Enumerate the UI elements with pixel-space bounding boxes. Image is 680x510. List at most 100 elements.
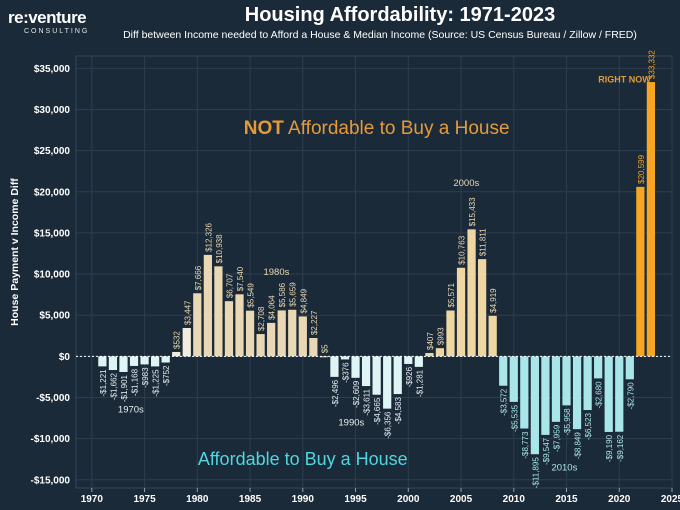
bar-1999 (393, 356, 402, 395)
value-label-1998: -$6,356 (384, 411, 393, 439)
value-label-2018: -$2,680 (595, 381, 604, 409)
bar-1995 (351, 356, 360, 378)
y-tick-label: $20,000 (34, 187, 71, 198)
bar-2015 (562, 356, 571, 406)
bar-2018 (594, 356, 603, 379)
bar-2006 (467, 229, 476, 357)
y-axis-label: House Payment v Income Diff (9, 178, 21, 326)
decade-label-2000s: 2000s (453, 178, 479, 189)
chart-title: Housing Affordability: 1971-2023 (244, 4, 556, 26)
value-label-2019: -$9,190 (605, 434, 614, 462)
value-label-2008: $4,919 (489, 288, 498, 313)
chart-subtitle: Diff between Income needed to Afford a H… (123, 29, 637, 41)
x-tick-label: 2020 (608, 494, 631, 505)
value-label-2006: $15,433 (468, 197, 477, 226)
bar-1984 (235, 294, 244, 357)
x-tick-label: 2015 (555, 494, 578, 505)
value-label-1985: $5,549 (247, 283, 256, 308)
value-label-2004: $5,571 (447, 282, 456, 307)
y-tick-label: -$10,000 (31, 434, 71, 445)
annotation-right-now: RIGHT NOW (598, 74, 651, 84)
y-tick-label: $15,000 (34, 228, 71, 239)
value-label-1997: -$4,665 (373, 397, 382, 425)
value-label-2001: -$1,281 (415, 369, 424, 397)
value-label-1981: $12,326 (204, 222, 213, 251)
bar-1975 (140, 356, 149, 365)
value-label-1992: $5 (320, 344, 329, 353)
value-label-2009: -$3,572 (500, 388, 509, 416)
value-label-2014: -$7,959 (552, 424, 561, 452)
bar-2007 (478, 259, 487, 357)
bar-1982 (214, 266, 223, 357)
bar-2010 (509, 356, 518, 402)
bar-2022 (636, 186, 645, 357)
bar-2011 (520, 356, 529, 429)
value-label-1983: $6,707 (225, 273, 234, 298)
value-label-1976: -$1,225 (152, 369, 161, 397)
value-label-2016: -$8,849 (574, 432, 583, 460)
x-tick-label: 1970 (81, 494, 104, 505)
bar-1972 (108, 356, 118, 371)
y-tick-label: -$5,000 (36, 393, 70, 404)
value-label-2017: -$6,523 (584, 412, 593, 440)
value-label-2020: -$9,162 (616, 434, 625, 462)
bar-1987 (267, 322, 276, 357)
bar-2014 (551, 356, 561, 422)
bar-1986 (256, 334, 265, 357)
bar-1993 (330, 356, 339, 377)
bar-1996 (361, 356, 371, 387)
bar-2004 (446, 310, 455, 357)
value-label-1989: $5,659 (289, 282, 298, 307)
bar-2005 (456, 267, 466, 357)
value-label-2002: $407 (426, 332, 435, 350)
bar-2017 (583, 356, 592, 411)
y-tick-label: $5,000 (39, 311, 70, 322)
value-label-1971: -$1,221 (99, 369, 108, 397)
bar-1990 (298, 316, 307, 357)
value-label-1991: $2,227 (310, 310, 319, 335)
value-label-2015: -$5,958 (563, 408, 572, 436)
decade-label-1980s: 1980s (263, 267, 289, 278)
value-label-1996: -$3,611 (363, 389, 372, 416)
bar-1992 (319, 356, 329, 358)
bar-1989 (288, 309, 297, 357)
value-label-1986: $2,708 (257, 306, 266, 331)
value-label-1999: -$4,583 (394, 397, 403, 425)
value-label-2010: -$5,535 (510, 404, 519, 432)
bar-1994 (340, 356, 350, 360)
brand-logo-subtitle: CONSULTING (24, 28, 90, 35)
chart-header: re:venture CONSULTING Housing Affordabil… (0, 0, 680, 44)
value-label-1990: $4,849 (299, 288, 308, 313)
bar-2019 (604, 356, 613, 432)
bar-1988 (277, 310, 286, 357)
bar-2009 (499, 356, 508, 386)
bar-2003 (435, 348, 445, 357)
bar-1974 (129, 356, 139, 366)
value-label-2021: -$2,790 (626, 382, 635, 410)
bar-1983 (224, 301, 234, 357)
value-label-1975: -$983 (141, 367, 150, 388)
bar-2016 (572, 356, 582, 430)
value-label-1994: -$376 (341, 362, 350, 383)
bar-1973 (119, 356, 128, 372)
bar-2023 (646, 82, 656, 357)
bar-1998 (383, 356, 392, 409)
bar-1985 (245, 310, 255, 357)
bar-2002 (425, 352, 434, 357)
bar-1991 (309, 338, 318, 357)
value-label-1972: -$1,662 (109, 372, 118, 400)
brand-logo: re:venture (8, 8, 87, 27)
bar-1980 (193, 293, 202, 357)
bar-1979 (182, 327, 191, 357)
y-tick-label: $0 (59, 352, 71, 363)
value-label-1993: -$2,496 (331, 379, 340, 407)
annotation-not-word: NOT (244, 118, 285, 139)
bar-2013 (541, 356, 550, 435)
value-label-2007: $11,811 (479, 228, 488, 256)
x-tick-label: 1975 (133, 494, 156, 505)
decade-label-1990s: 1990s (338, 417, 364, 428)
value-label-2005: $10,763 (458, 235, 467, 264)
value-label-1980: $7,666 (194, 265, 203, 290)
x-tick-label: 1995 (344, 494, 367, 505)
